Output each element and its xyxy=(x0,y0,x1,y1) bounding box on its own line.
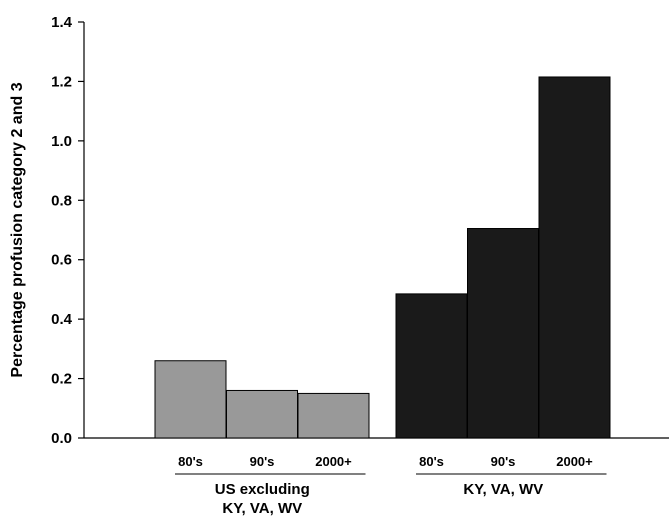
group-labels: US excluding KY, VA, WV KY, VA, WV xyxy=(175,473,607,517)
y-tick-label: 0.8 xyxy=(51,192,72,209)
bar xyxy=(538,76,611,439)
y-tick-label: 1.4 xyxy=(51,14,73,31)
x-category-label: 2000+ xyxy=(315,454,352,469)
y-axis: 0.0 0.2 0.4 0.6 0.8 1.0 1.2 1.4 xyxy=(51,14,85,447)
y-tick-label: 0.2 xyxy=(51,371,72,388)
bar xyxy=(395,293,468,439)
y-tick-label: 1.0 xyxy=(51,133,72,150)
bar xyxy=(297,392,370,439)
group-label: KY, VA, WV xyxy=(222,500,302,517)
y-tick-label: 0.6 xyxy=(51,252,72,269)
y-tick-label: 0.4 xyxy=(51,311,73,328)
category-labels: 80's 90's 2000+ 80's 90's 2000+ xyxy=(178,454,593,469)
y-tick-label: 0.0 xyxy=(51,430,72,447)
x-category-label: 80's xyxy=(419,454,444,469)
x-category-label: 2000+ xyxy=(556,454,593,469)
group-label: US excluding xyxy=(215,481,310,498)
bar xyxy=(154,360,227,439)
x-category-label: 80's xyxy=(178,454,203,469)
y-tick-label: 1.2 xyxy=(51,73,72,90)
bar xyxy=(467,228,539,439)
x-category-label: 90's xyxy=(250,454,275,469)
bar xyxy=(226,389,298,439)
bars xyxy=(154,76,611,439)
x-category-label: 90's xyxy=(491,454,516,469)
group-label: KY, VA, WV xyxy=(463,481,543,498)
y-axis-title: Percentage profusion category 2 and 3 xyxy=(9,82,26,377)
